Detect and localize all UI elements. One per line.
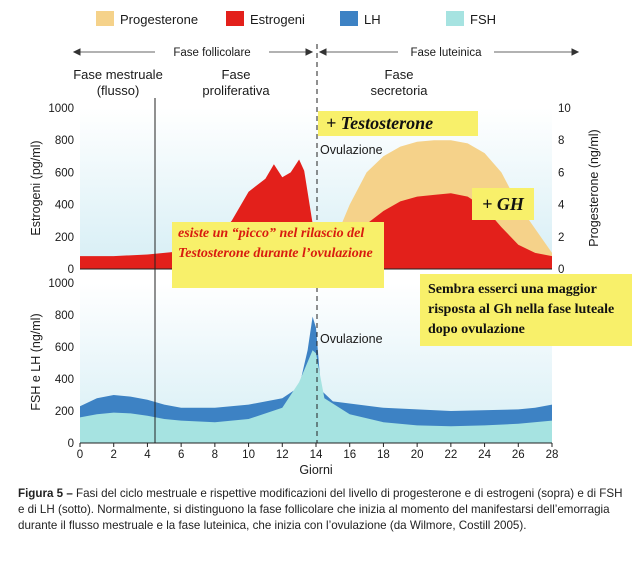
legend: Progesterone Estrogeni LH FSH [96, 11, 496, 27]
bottom-ytick: 800 [55, 310, 74, 322]
axes: 0200400600800100002468100200400600800100… [48, 103, 570, 461]
phase-arrows [72, 48, 580, 56]
top-ytick-left: 600 [55, 167, 74, 179]
x-tick-label: 8 [212, 449, 218, 461]
bottom-ytick: 600 [55, 342, 74, 354]
legend-swatch-lh [340, 11, 358, 26]
top-ytick-right: 2 [558, 232, 564, 244]
legend-swatch-progesterone [96, 11, 114, 26]
top-ytick-right: 10 [558, 103, 571, 115]
x-tick-label: 16 [343, 449, 356, 461]
x-tick-label: 10 [242, 449, 255, 461]
bottom-series [80, 316, 552, 443]
phase-luteal-label: Fase luteinica [411, 47, 483, 59]
caption-text: Fasi del ciclo mestruale e rispettive mo… [18, 487, 623, 532]
legend-label-fsh: FSH [470, 12, 496, 27]
x-tick-label: 24 [478, 449, 491, 461]
menstrual-phase-line2: (flusso) [97, 83, 140, 98]
figure-caption: Figura 5 – Fasi del ciclo mestruale e ri… [18, 486, 623, 534]
top-ytick-right: 0 [558, 264, 564, 276]
x-tick-label: 2 [111, 449, 117, 461]
top-ytick-right: 6 [558, 167, 564, 179]
testosterone-peak-callout: esiste un “picco” nel rilascio del Testo… [172, 222, 384, 288]
caption-label: Figura 5 – [18, 487, 73, 500]
x-tick-label: 28 [546, 449, 559, 461]
x-tick-label: 0 [77, 449, 83, 461]
legend-swatch-estrogeni [226, 11, 244, 26]
top-ytick-left: 400 [55, 200, 74, 212]
proliferative-phase-line1: Fase [222, 67, 251, 82]
secretory-phase-line2: secretoria [370, 83, 428, 98]
x-axis-label: Giorni [299, 463, 332, 477]
top-ytick-right: 8 [558, 135, 564, 147]
top-ytick-left: 800 [55, 135, 74, 147]
top-ytick-right: 4 [558, 200, 565, 212]
menstrual-phase-line1: Fase mestruale [73, 67, 163, 82]
x-tick-label: 4 [144, 449, 151, 461]
x-tick-label: 26 [512, 449, 525, 461]
ovulation-label-bottom: Ovulazione [320, 332, 383, 346]
bottom-ylabel: FSH e LH (ng/ml) [29, 313, 43, 410]
legend-swatch-fsh [446, 11, 464, 26]
ovulation-label-top: Ovulazione [320, 143, 383, 157]
gh-callout: + GH [472, 188, 534, 220]
testosterone-callout: + Testosterone [318, 111, 478, 136]
legend-label-progesterone: Progesterone [120, 12, 198, 27]
x-tick-label: 20 [411, 449, 424, 461]
bottom-ytick: 200 [55, 406, 74, 418]
phase-follicular-label: Fase follicolare [173, 47, 250, 59]
x-tick-label: 6 [178, 449, 184, 461]
series-area-estrogeni [80, 159, 552, 269]
secretory-phase-line1: Fase [385, 67, 414, 82]
x-tick-label: 14 [310, 449, 323, 461]
top-ytick-left: 0 [68, 264, 74, 276]
bottom-ytick: 0 [68, 438, 74, 450]
bottom-ytick: 400 [55, 374, 74, 386]
x-tick-label: 12 [276, 449, 289, 461]
series-area-fsh [80, 350, 552, 443]
top-ylabel-left: Estrogeni (pg/ml) [29, 140, 43, 235]
top-ytick-left: 1000 [48, 103, 74, 115]
top-ytick-left: 200 [55, 232, 74, 244]
legend-label-estrogeni: Estrogeni [250, 12, 305, 27]
x-tick-label: 18 [377, 449, 390, 461]
top-ylabel-right: Progesterone (ng/ml) [587, 129, 601, 246]
legend-label-lh: LH [364, 12, 381, 27]
proliferative-phase-line2: proliferativa [202, 83, 270, 98]
x-tick-label: 22 [444, 449, 457, 461]
bottom-ytick: 1000 [48, 278, 74, 290]
gh-luteal-callout: Sembra esserci una maggior risposta al G… [420, 274, 632, 346]
